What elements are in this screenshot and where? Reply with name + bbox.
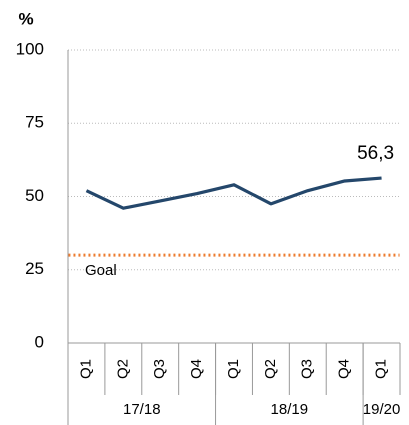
x-tick-label: Q2 bbox=[262, 359, 279, 379]
data-label: 56,3 bbox=[357, 143, 394, 164]
y-axis-label: % bbox=[18, 9, 33, 28]
y-tick-label: 50 bbox=[25, 186, 44, 205]
x-tick-label: Q4 bbox=[336, 359, 353, 379]
y-tick-label: 100 bbox=[16, 39, 44, 58]
group-label: 17/18 bbox=[123, 401, 161, 418]
x-tick-label: Q1 bbox=[77, 359, 94, 379]
x-tick-label: Q3 bbox=[299, 359, 316, 379]
group-label: 18/19 bbox=[271, 401, 309, 418]
x-tick-label: Q2 bbox=[114, 359, 131, 379]
y-tick-label: 25 bbox=[25, 259, 44, 278]
group-label: 19/20 bbox=[363, 401, 401, 418]
x-tick-label: Q4 bbox=[188, 359, 205, 379]
x-tick-label: Q1 bbox=[225, 359, 242, 379]
series-line bbox=[85, 176, 382, 210]
series-label: Goal bbox=[85, 262, 117, 279]
x-tick-label: Q1 bbox=[373, 359, 390, 379]
y-tick-label: 0 bbox=[35, 332, 44, 351]
x-tick-label: Q3 bbox=[151, 359, 168, 379]
y-tick-label: 75 bbox=[25, 113, 44, 132]
